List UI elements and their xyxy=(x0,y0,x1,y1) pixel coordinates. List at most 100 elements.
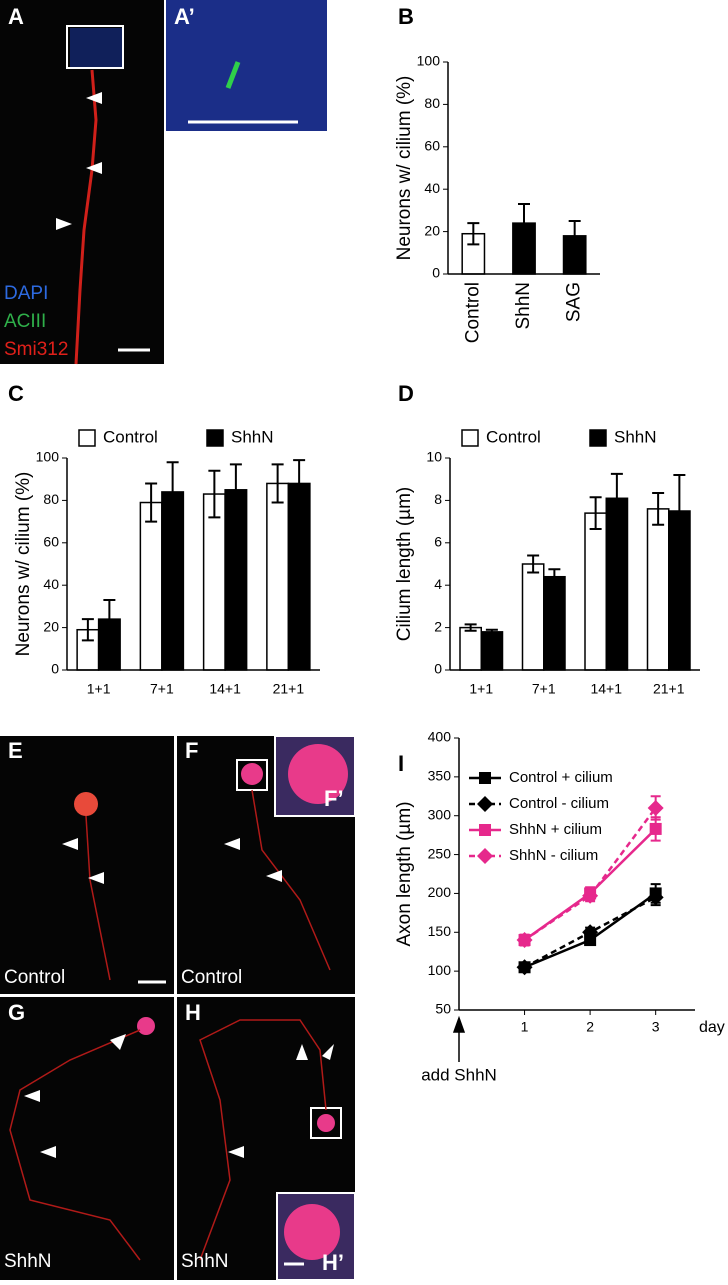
panel-label: F xyxy=(185,738,198,763)
x-tick-label: 14+1 xyxy=(590,681,622,697)
error-bar xyxy=(568,220,581,252)
legend-label: Control + cilium xyxy=(509,769,613,786)
annotation-arrow xyxy=(452,1015,466,1062)
caption: Control xyxy=(181,967,242,988)
y-tick-label: 80 xyxy=(424,95,440,111)
y-tick-label: 400 xyxy=(428,729,452,745)
arrowheads xyxy=(228,1044,334,1158)
y-tick-label: 0 xyxy=(432,265,440,281)
caption: ShhN xyxy=(181,1251,229,1272)
y-axis-title: Cilium length (µm) xyxy=(394,487,415,642)
bar xyxy=(584,512,607,671)
marker xyxy=(647,799,664,816)
x-tick-label: 21+1 xyxy=(273,681,305,697)
y-tick-label: 350 xyxy=(428,768,452,784)
y-tick-label: 60 xyxy=(43,534,59,550)
bar xyxy=(521,563,545,671)
bar xyxy=(459,626,482,671)
x-tick-label: 2 xyxy=(586,1019,594,1035)
legend-marker xyxy=(479,824,491,836)
x-tick-label: ShhN xyxy=(513,282,534,330)
soma xyxy=(137,1017,155,1035)
y-tick-label: 20 xyxy=(424,222,440,238)
legend-swatch xyxy=(461,429,479,447)
series-line xyxy=(523,807,657,942)
x-tick-label: 21+1 xyxy=(653,681,685,697)
panel-label: A xyxy=(8,4,24,29)
panel-label: I xyxy=(398,751,404,776)
soma xyxy=(74,792,98,816)
y-tick-label: 300 xyxy=(428,806,452,822)
y-tick-label: 80 xyxy=(43,491,59,507)
x-tick-label: 1+1 xyxy=(87,681,111,697)
y-tick-label: 200 xyxy=(428,884,452,900)
caption: ACIII xyxy=(4,311,46,332)
y-tick-label: 40 xyxy=(43,576,59,592)
legend-label: ShhN xyxy=(614,427,657,446)
marker xyxy=(516,959,533,976)
arrowheads xyxy=(62,838,104,884)
bar xyxy=(480,631,504,671)
axon xyxy=(9,1029,141,1261)
error-bar xyxy=(610,472,623,524)
error-bar xyxy=(229,463,242,517)
legend-swatch xyxy=(206,429,224,447)
caption: Smi312 xyxy=(4,339,68,360)
y-tick-label: 10 xyxy=(426,449,442,465)
legend-swatch xyxy=(589,429,607,447)
bar xyxy=(543,575,566,671)
y-tick-label: 0 xyxy=(434,661,442,677)
panel-a: A DAPI ACIII Smi312 xyxy=(0,0,164,365)
axon xyxy=(85,815,111,981)
inset-box xyxy=(66,25,124,69)
y-axis-title: Neurons w/ cilium (%) xyxy=(13,472,34,657)
legend-marker xyxy=(477,796,493,812)
error-bar xyxy=(652,491,665,526)
legend-swatch xyxy=(78,429,96,447)
panel-label: D xyxy=(398,381,414,406)
bar xyxy=(287,482,311,671)
panel-label: F’ xyxy=(324,786,344,811)
y-tick-label: 6 xyxy=(434,534,442,550)
marker xyxy=(649,822,662,835)
error-bar xyxy=(548,568,561,586)
error-bar xyxy=(103,599,116,640)
panel-f: F F’ Control xyxy=(177,735,356,994)
x-tick-label: 1 xyxy=(521,1019,529,1035)
error-bar xyxy=(467,222,480,246)
panel-a-prime: A’ xyxy=(166,0,327,131)
legend-label: ShhN - cilium xyxy=(509,847,598,864)
y-tick-label: 20 xyxy=(43,618,59,634)
x-axis-title: day xyxy=(699,1019,725,1036)
caption: DAPI xyxy=(4,283,48,304)
error-bar xyxy=(81,618,94,642)
error-bar xyxy=(518,203,530,244)
y-tick-label: 100 xyxy=(428,962,452,978)
panel-e: E Control xyxy=(0,736,174,994)
error-bar xyxy=(485,628,498,635)
error-bar xyxy=(271,463,284,504)
panel-label: E xyxy=(8,738,23,763)
micrograph xyxy=(166,0,327,131)
error-bar xyxy=(527,554,540,574)
bar xyxy=(139,501,163,671)
legend-label: ShhN xyxy=(231,427,274,446)
x-tick-label: 7+1 xyxy=(532,681,556,697)
marker xyxy=(516,932,533,949)
nucleus xyxy=(70,28,122,68)
y-tick-label: 250 xyxy=(428,845,452,861)
series-line xyxy=(523,828,657,942)
soma xyxy=(288,744,348,804)
x-tick-label: 7+1 xyxy=(150,681,174,697)
error-bar xyxy=(145,482,158,523)
legend-label: Control xyxy=(486,427,541,446)
x-tick-label: 1+1 xyxy=(469,681,493,697)
caption: Control xyxy=(4,967,65,988)
y-tick-label: 150 xyxy=(428,923,452,939)
bar xyxy=(646,508,670,671)
y-axis-title: Axon length (µm) xyxy=(394,801,415,946)
caption: ShhN xyxy=(4,1251,52,1272)
legend-marker xyxy=(477,848,493,864)
